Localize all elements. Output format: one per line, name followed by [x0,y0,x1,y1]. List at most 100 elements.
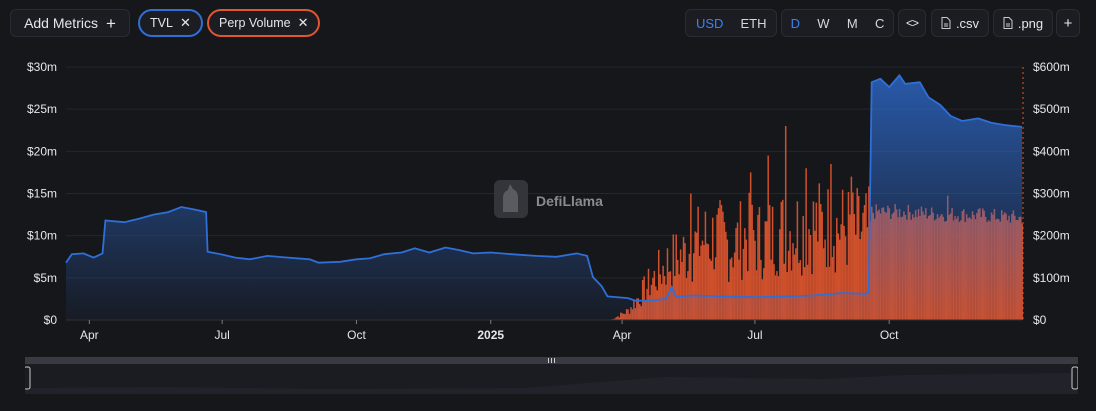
plus-icon: + [105,13,116,33]
perp-volume-bar [732,267,734,320]
perp-volume-bar [748,192,750,320]
period-option-m[interactable]: M [846,15,858,31]
y-right-tick-label: $100m [1033,271,1070,285]
perp-volume-bar [821,211,823,320]
perp-volume-bar [817,241,819,320]
perp-volume-bar [693,253,695,320]
perp-volume-bar [754,240,756,320]
perp-volume-bar [787,250,790,320]
perp-volume-bar [841,189,844,320]
perp-volume-bar [773,264,775,320]
perp-volume-bar [792,243,794,320]
watermark-text: DefiLlama [536,193,603,209]
metric-pill-tvl[interactable]: TVL ✕ [138,9,203,37]
close-icon[interactable]: ✕ [179,15,191,30]
y-right-tick-label: $200m [1033,229,1070,243]
perp-volume-bar [666,248,669,320]
y-right-tick-label: $400m [1033,144,1070,158]
x-tick-label: Oct [880,328,899,342]
defillama-watermark: DefiLlama [494,180,603,218]
perp-volume-bar [747,271,749,320]
perp-volume-bar [657,249,660,320]
x-tick-label: Oct [347,328,366,342]
x-tick-label: 2025 [477,328,504,342]
perp-volume-bar [758,207,761,320]
y-left-tick-label: $5m [34,271,57,285]
perp-volume-bar [865,193,867,320]
perp-volume-bar [739,201,742,320]
perp-volume-bar [818,183,821,320]
perp-volume-bar [703,245,705,320]
perp-volume-bar [814,230,816,320]
perp-volume-bar [764,221,767,320]
perp-volume-bar [765,221,768,320]
tvl-series [65,73,1023,321]
perp-volume-bar [713,269,715,320]
add-metrics-button[interactable]: Add Metrics + [10,9,130,37]
period-option-c[interactable]: C [874,15,885,31]
axes: $0 $5m $10m $15m $20m $25m $30m $0 $100m $200m $30… [27,60,1070,342]
perp-volume-bar [707,244,710,320]
perp-volume-bar [860,231,863,320]
perp-volume-bar [803,267,806,320]
tvl-perp-volume-chart[interactable]: DefiLlama $0 $5m $10m $15m $20m $25m $30m $0 $10… [0,46,1096,346]
perp-volume-bar [723,222,726,320]
metric-pill-perp-volume[interactable]: Perp Volume ✕ [207,9,321,37]
perp-volume-bar [752,229,755,320]
perp-volume-bar [698,255,701,320]
navigator-grip-icon [548,358,555,363]
tvl-area [66,75,1022,321]
code-icon: <> [905,16,919,30]
perp-volume-bar [830,163,832,320]
perp-volume-bar [770,259,772,320]
perp-volume-bar [806,264,809,320]
perp-volume-bar [784,126,787,321]
perp-volume-bar [843,225,845,320]
y-left-tick-label: $15m [27,187,57,201]
perp-volume-bar [850,176,853,320]
perp-volume-bar [837,233,839,320]
png-label: .png [1017,15,1044,31]
perp-volume-bar [798,262,800,320]
add-metrics-label: Add Metrics [24,15,98,31]
perp-volume-bar [827,189,829,320]
period-option-d[interactable]: D [790,15,801,31]
embed-button[interactable]: <> [898,9,926,37]
perp-volume-bar [755,270,758,320]
download-png-button[interactable]: .png [993,9,1053,37]
perp-volume-bar [802,216,804,320]
x-tick-label: Apr [613,328,632,342]
navigator-left-handle[interactable] [23,366,31,390]
perp-volume-bar [717,208,720,320]
currency-toggle: USD ETH [685,9,777,37]
perp-volume-bar [682,236,685,320]
perp-volume-bar [812,201,815,320]
currency-option-usd[interactable]: USD [696,15,724,31]
perp-volume-bar [690,193,692,320]
currency-option-eth[interactable]: ETH [740,15,767,31]
perp-volume-bar [768,205,771,320]
perp-volume-bar [647,268,650,320]
download-csv-button[interactable]: .csv [931,9,989,37]
perp-volume-bar [840,224,842,320]
period-option-w[interactable]: W [817,15,830,31]
y-right-tick-label: $0 [1033,313,1047,327]
close-icon[interactable]: ✕ [297,15,309,30]
perp-volume-bar [676,259,679,320]
perp-volume-bar [684,243,686,320]
x-tick-label: Jul [214,328,229,342]
perp-volume-bar [711,217,714,320]
perp-volume-bar [767,155,769,320]
file-icon [941,17,951,29]
range-navigator[interactable] [23,357,1079,394]
perp-volume-bar [863,204,866,320]
perp-volume-bar [838,239,841,320]
perp-volume-bar [866,227,869,320]
csv-label: .csv [955,15,980,31]
perp-volume-bar [805,168,807,320]
perp-volume-bar [796,201,799,320]
more-options-button[interactable]: + [1056,9,1080,37]
perp-volume-bar [771,206,774,320]
navigator-right-handle[interactable] [1071,366,1079,390]
y-right-tick-label: $500m [1033,102,1070,116]
